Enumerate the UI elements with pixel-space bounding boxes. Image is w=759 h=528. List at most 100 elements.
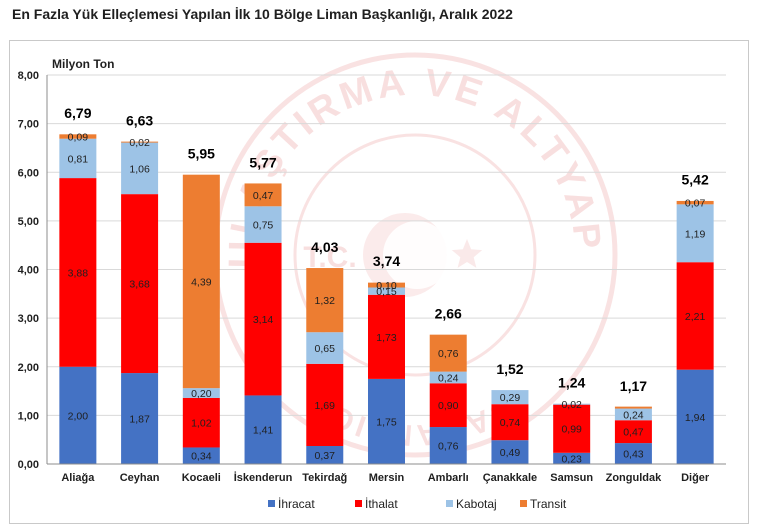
bar-segment-transit [244,183,282,207]
data-label-ihracat: 1,75 [376,416,397,428]
bar-segment-transit [182,174,220,389]
gridlines [47,74,726,416]
bar-segment-ithalat [244,242,282,396]
data-label-kabotaj: 0,15 [376,286,397,298]
data-label-ihracat: 1,87 [129,414,150,426]
seal-star [451,239,483,268]
bar-segment-ihracat [491,440,529,464]
legend: İhracat İthalat Kabotaj Transit [268,497,567,511]
bar-segment-ithalat [614,420,652,444]
bar-stack: 1,75 1,73 0,150,10 3,74 [368,253,405,464]
bar-stack: 1,87 3,68 1,06 0,02 6,63 [121,113,159,464]
data-label-transit: 0,47 [253,190,274,202]
total-label: 2,66 [435,306,462,322]
x-tick-label: Ambarlı [428,472,469,484]
legend-swatch-ihracat [268,500,275,507]
bar-segment-ihracat [676,369,714,464]
total-label: 6,79 [64,105,91,121]
legend-swatch-transit [520,500,527,507]
x-tick-label: Kocaeli [182,472,221,484]
legend-swatch-ithalat [355,500,362,507]
data-label-ithalat: 1,69 [315,400,336,412]
bar-stack: 1,41 3,14 0,75 0,47 5,77 [244,154,282,464]
axes: 0,00 1,00 2,00 3,00 4,00 5,00 6,00 7,00 8,00 Alia… [18,70,726,484]
data-label-ithalat: 0,74 [500,417,521,429]
bar-segment-ithalat [121,194,159,374]
bar-segment-ihracat [553,452,591,464]
bar-segment-transit [306,268,344,333]
data-label-ithalat: 1,02 [191,418,212,430]
bar-segment-transit [429,334,467,372]
data-label-transit: 0,76 [438,348,459,360]
data-label-kabotaj: 0,75 [253,220,274,232]
bar-stack: 2,00 3,88 0,81 0,09 6,79 [59,105,97,464]
bar-segment-transit [368,282,405,288]
x-tick-label: Mersin [369,472,405,484]
data-label-kabotaj: 1,06 [129,163,150,175]
y-tick-label: 6,00 [18,167,39,179]
bar-segment-ihracat [59,366,97,464]
bar-segment-ihracat [121,373,159,464]
data-label-ihracat: 2,00 [68,410,89,422]
total-label: 5,42 [682,171,709,187]
bar-segment-kabotaj [121,142,159,195]
data-label-ithalat: 0,99 [561,424,582,436]
bar-segment-kabotaj [306,332,344,364]
data-label-transit: 0,09 [68,132,89,144]
data-label-ihracat: 0,49 [500,447,521,459]
legend-label-ihracat: İhracat [278,497,315,511]
bar-segment-transit [121,141,159,143]
data-label-kabotaj: 1,19 [685,228,706,240]
total-label: 6,63 [126,113,153,129]
legend-label-transit: Transit [530,497,567,511]
bar-segment-kabotaj [491,390,529,405]
bar-segment-ithalat [368,294,405,379]
x-tick-label: Diğer [681,472,710,484]
bar-segment-ihracat [244,395,282,464]
data-label-ithalat: 3,68 [129,279,150,291]
bar-segment-ithalat [59,178,97,367]
data-label-ithalat: 2,21 [685,311,706,323]
data-label-ithalat: 0,90 [438,400,459,412]
bar-segment-ithalat [306,363,344,447]
bar-segment-ihracat [182,447,220,464]
bar-segment-ithalat [429,383,467,428]
bar-segment-kabotaj [368,287,405,295]
total-label: 5,77 [249,154,276,170]
x-tick-label: İskenderun [234,471,293,484]
bar-segment-kabotaj [182,388,220,398]
data-label-ihracat: 0,76 [438,441,459,453]
data-label-transit: 4,39 [191,276,212,288]
total-label: 5,95 [188,146,215,162]
bar-stack: 0,23 0,99 0,02 1,24 [553,375,591,465]
x-tick-label: Aliağa [61,472,95,484]
bar-segment-transit [676,200,714,205]
bar-segment-ithalat [676,262,714,370]
total-label: 1,17 [620,378,647,394]
data-label-ihracat: 0,23 [561,453,582,465]
data-label-ihracat: 1,94 [685,412,706,424]
data-label-kabotaj: 0,24 [623,409,644,421]
bar-segment-transit [59,134,97,139]
total-label: 4,03 [311,239,338,255]
bar-segment-kabotaj [244,206,282,243]
x-tick-label: Samsun [550,472,593,484]
data-label-ithalat: 3,14 [253,314,274,326]
chart-frame [9,40,749,524]
data-label-transit: 0,07 [685,198,706,210]
data-label-kabotaj: 0,20 [191,388,212,400]
y-tick-label: 2,00 [18,362,39,374]
bar-stack: 0,49 0,74 0,29 1,52 [491,361,529,464]
bar-segment-transit [614,406,652,409]
bar-segment-ithalat [553,404,591,453]
legend-label-kabotaj: Kabotaj [456,497,497,511]
data-label-ithalat: 1,73 [376,332,397,344]
bar-segment-kabotaj [614,408,652,421]
chart-title: En Fazla Yük Elleçlemesi Yapılan İlk 10 … [12,6,513,22]
data-label-ihracat: 0,37 [315,450,336,462]
total-label: 1,52 [496,361,523,377]
data-label-transit: 0,10 [376,280,397,292]
data-label-ihracat: 0,43 [623,449,644,461]
legend-label-ithalat: İthalat [365,497,398,511]
data-label-kabotaj: 0,81 [68,153,89,165]
